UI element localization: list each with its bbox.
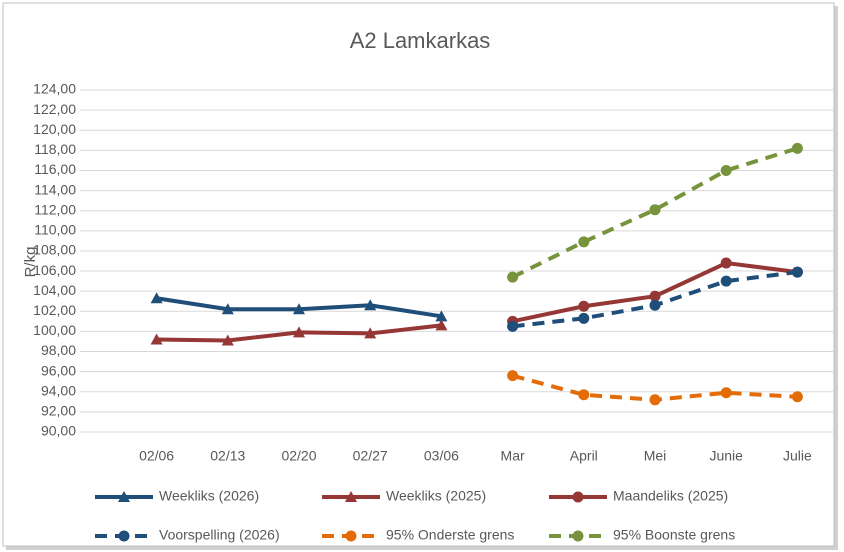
marker — [578, 300, 590, 312]
y-tick-label: 110,00 — [34, 222, 76, 238]
y-tick-label: 108,00 — [33, 242, 76, 258]
x-tick-label: 03/06 — [424, 448, 459, 464]
y-tick-label: 98,00 — [41, 342, 76, 358]
marker — [720, 387, 732, 399]
marker — [649, 204, 661, 216]
x-tick-label: 02/20 — [281, 448, 316, 464]
marker — [507, 271, 519, 283]
y-tick-label: 104,00 — [33, 282, 76, 298]
marker — [578, 312, 590, 324]
y-tick-label: 92,00 — [41, 403, 76, 419]
x-tick-label: Mei — [644, 448, 667, 464]
marker — [150, 292, 163, 304]
marker — [720, 257, 732, 269]
marker — [364, 299, 377, 311]
marker — [578, 236, 590, 248]
y-tick-label: 106,00 — [33, 262, 76, 278]
y-tick-label: 100,00 — [33, 322, 76, 338]
series-line — [511, 146, 798, 279]
x-tick-label: 02/27 — [353, 448, 388, 464]
legend-marker — [118, 530, 130, 542]
y-tick-label: 112,00 — [34, 201, 76, 217]
x-tick-label: April — [570, 448, 598, 464]
frame — [2, 2, 835, 547]
marker — [364, 327, 377, 339]
marker — [435, 310, 448, 322]
marker — [720, 164, 732, 176]
chart-title: A2 Lamkarkas — [350, 28, 491, 53]
y-tick-label: 96,00 — [41, 362, 76, 378]
marker — [791, 266, 803, 278]
legend-label: 95% Boonste grens — [613, 527, 735, 543]
legend-marker — [345, 530, 357, 542]
legend-label: Voorspelling (2026) — [159, 527, 280, 543]
legend-label: Weekliks (2026) — [159, 488, 259, 504]
legend-marker — [572, 491, 584, 503]
marker — [221, 334, 234, 346]
marker — [791, 391, 803, 403]
marker — [221, 303, 234, 315]
legend-label: Weekliks (2025) — [386, 488, 486, 504]
x-tick-label: 02/06 — [139, 448, 174, 464]
marker — [150, 333, 163, 345]
marker — [293, 303, 305, 315]
y-tick-label: 94,00 — [41, 382, 76, 398]
marker — [649, 290, 661, 302]
legend-marker — [572, 530, 584, 542]
y-tick-label: 102,00 — [33, 302, 76, 318]
y-tick-label: 118,00 — [34, 141, 76, 157]
x-tick-label: 02/13 — [210, 448, 245, 464]
marker — [578, 389, 590, 401]
x-tick-label: Mar — [501, 448, 525, 464]
x-tick-label: Junie — [709, 448, 743, 464]
marker — [649, 299, 661, 311]
legend-marker — [345, 491, 357, 502]
y-tick-label: 90,00 — [41, 423, 76, 439]
marker — [293, 326, 305, 338]
x-tick-label: Julie — [783, 448, 812, 464]
y-tick-label: 114,00 — [34, 181, 76, 197]
legend-marker — [118, 491, 130, 502]
marker — [507, 320, 519, 332]
marker — [791, 142, 803, 154]
marker — [435, 319, 448, 331]
legend-label: Maandeliks (2025) — [613, 488, 728, 504]
y-tick-label: 120,00 — [33, 121, 76, 137]
y-tick-label: 122,00 — [33, 101, 76, 117]
y-axis-label: R/kg — [22, 247, 39, 278]
marker — [649, 394, 661, 406]
marker — [720, 275, 732, 287]
legend-label: 95% Onderste grens — [386, 527, 514, 543]
y-tick-label: 116,00 — [34, 161, 76, 177]
marker — [507, 370, 519, 382]
y-tick-label: 124,00 — [33, 81, 76, 97]
